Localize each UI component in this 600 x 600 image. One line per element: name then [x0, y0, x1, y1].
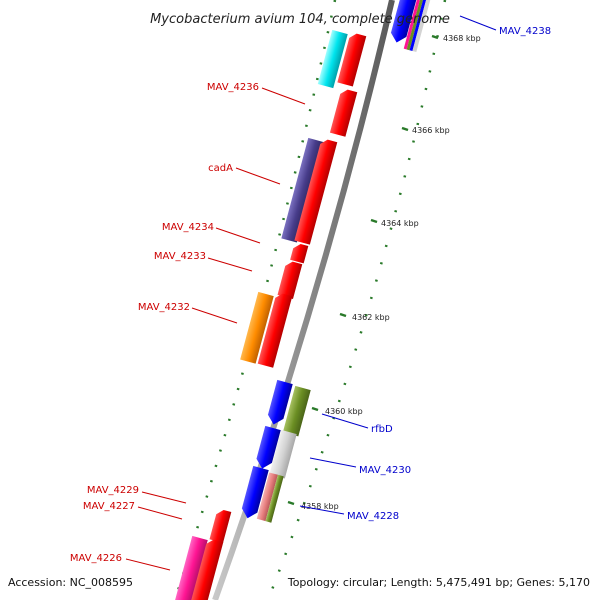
gene-colored-stripes	[403, 0, 433, 53]
gene-mav-4228-box	[256, 472, 284, 523]
tick-mark	[401, 126, 409, 132]
gene-label-rfbd[interactable]: rfbD	[371, 424, 393, 435]
gene-mav-4232-box	[240, 291, 274, 364]
tick-label: 4362 kbp	[352, 313, 390, 322]
gene-blue-arrow-1	[267, 379, 293, 425]
gene-mav-4233-arrow	[277, 261, 303, 300]
gene-label-mav-4226[interactable]: MAV_4226	[70, 553, 122, 564]
accession-text: Accession: NC_008595	[8, 576, 133, 589]
gene-label-mav-4227[interactable]: MAV_4227	[83, 501, 135, 512]
forward-gene-labels: MAV_4238 rfbD MAV_4230 MAV_4228	[299, 15, 551, 522]
gene-blue-arrow-3	[241, 465, 269, 519]
tick-mark	[287, 500, 295, 506]
gene-red-arrow-3	[294, 139, 338, 245]
tick-label: 4364 kbp	[381, 219, 419, 228]
gene-label-mav-4228[interactable]: MAV_4228	[347, 511, 399, 522]
gene-mav-4234-arrow	[290, 243, 309, 264]
gene-mav-4230-arrow	[256, 425, 281, 469]
scale-ticks: 4368 kbp 4366 kbp 4364 kbp 4362 kbp 4360…	[287, 34, 481, 511]
gene-mav-4229-arrow	[209, 509, 232, 543]
tick-label: 4358 kbp	[301, 502, 339, 511]
genome-title: Mycobacterium avium 104, complete genome	[150, 12, 450, 27]
gene-label-mav-4229[interactable]: MAV_4229	[87, 485, 139, 496]
gene-label-mav-4238[interactable]: MAV_4238	[499, 26, 551, 37]
tick-mark	[339, 312, 347, 318]
gene-mav-4226-box	[174, 535, 208, 600]
tick-label: 4366 kbp	[412, 126, 450, 135]
gene-red-arrow-4	[257, 293, 293, 368]
tick-label: 4360 kbp	[325, 407, 363, 416]
gene-red-arrow-5	[190, 539, 224, 600]
outer-guide-circle	[266, 0, 447, 600]
gene-label-mav-4232[interactable]: MAV_4232	[138, 302, 190, 313]
gene-label-cada[interactable]: cadA	[208, 163, 233, 174]
genome-backbone	[212, 0, 395, 600]
gene-rfbd-box	[282, 385, 311, 437]
tick-mark	[431, 34, 439, 40]
gene-label-mav-4233[interactable]: MAV_4233	[154, 251, 206, 262]
gene-label-mav-4234[interactable]: MAV_4234	[162, 222, 214, 233]
tick-mark	[311, 406, 319, 412]
gene-cada-box	[281, 137, 324, 243]
topology-text: Topology: circular; Length: 5,475,491 bp…	[287, 576, 590, 589]
gene-label-mav-4236[interactable]: MAV_4236	[207, 82, 259, 93]
gene-mav-4236-arrow	[337, 33, 367, 87]
reverse-gene-labels: MAV_4236 cadA MAV_4234 MAV_4233 MAV_4232…	[70, 82, 306, 571]
reverse-strand-genes	[174, 29, 367, 600]
gene-red-arrow-2	[329, 89, 358, 137]
tick-mark	[370, 218, 378, 224]
gene-cyan-box	[317, 29, 348, 89]
forward-strand-genes	[241, 0, 433, 523]
tick-label: 4368 kbp	[443, 34, 481, 43]
gene-grey-box	[269, 429, 297, 479]
gene-mav-4238-block	[390, 0, 419, 43]
gene-label-mav-4230[interactable]: MAV_4230	[359, 465, 411, 476]
